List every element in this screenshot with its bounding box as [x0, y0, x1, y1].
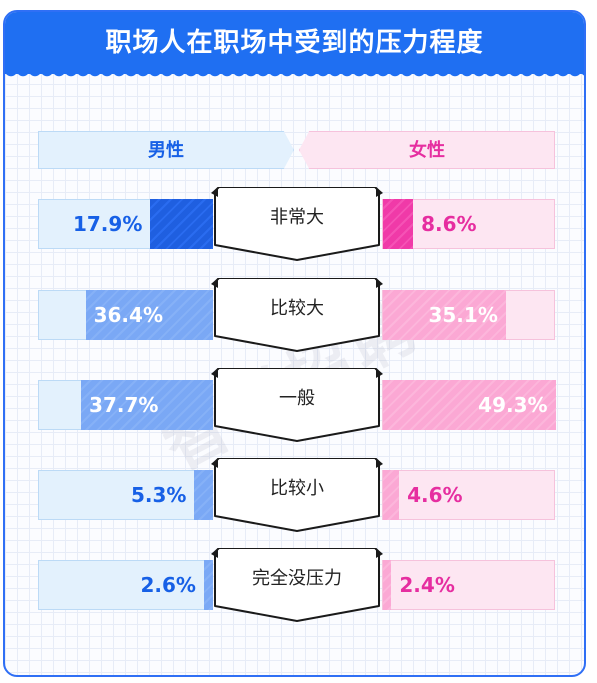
header-scallop-edge: [5, 70, 584, 80]
female-bar: [383, 560, 392, 610]
category-tag: 非常大: [211, 187, 383, 261]
category-tag: 比较大: [211, 278, 383, 352]
female-bar: [383, 380, 556, 430]
chart-row: 2.6% 2.4% 完全没压力: [0, 548, 597, 622]
category-label: 非常大: [270, 207, 324, 228]
category-label: 完全没压力: [252, 568, 342, 589]
category-label: 一般: [279, 388, 315, 409]
female-value-label: 4.6%: [407, 483, 463, 507]
male-bar: [194, 470, 213, 520]
chart-row: 5.3% 4.6% 比较小: [0, 458, 597, 532]
male-value-label: 5.3%: [130, 483, 187, 507]
male-bar: [150, 199, 213, 249]
male-value-label: 17.9%: [72, 212, 143, 236]
category-tag: 一般: [211, 368, 383, 442]
legend-female: 女性: [299, 131, 555, 169]
chart-title: 职场人在职场中受到的压力程度: [105, 28, 484, 58]
male-bar: [85, 290, 213, 340]
female-track: [382, 560, 555, 610]
male-value-label: 2.6%: [140, 573, 196, 597]
chart-row: 36.4% 35.1% 比较大: [0, 278, 597, 352]
male-bar: [203, 560, 213, 610]
category-label: 比较小: [270, 478, 324, 499]
chart-row: 37.7% 49.3% 一般: [0, 368, 597, 442]
female-bar: [383, 470, 400, 520]
header-banner: [5, 12, 584, 74]
legend-male: 男性: [38, 131, 294, 169]
female-track: [382, 470, 555, 520]
female-value-label: 8.6%: [421, 212, 477, 236]
female-value-label: 35.1%: [428, 303, 498, 327]
male-track: [38, 470, 213, 520]
male-value-label: 36.4%: [93, 303, 163, 327]
category-tag: 完全没压力: [211, 548, 383, 622]
chart-row: 17.9% 8.6% 非常大: [0, 187, 597, 261]
legend-female-label: 女性: [409, 140, 445, 161]
category-tag: 比较小: [211, 458, 383, 532]
legend-male-label: 男性: [148, 140, 184, 161]
female-bar: [383, 199, 414, 249]
category-label: 比较大: [270, 298, 324, 319]
male-value-label: 37.7%: [89, 393, 159, 417]
female-value-label: 49.3%: [478, 393, 548, 417]
male-bar: [81, 380, 213, 430]
female-value-label: 2.4%: [399, 573, 455, 597]
female-bar: [383, 290, 506, 340]
